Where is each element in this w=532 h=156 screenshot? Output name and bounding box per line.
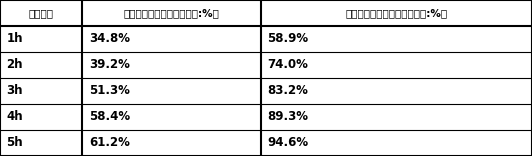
- Text: 5h: 5h: [6, 136, 23, 149]
- Text: 2h: 2h: [6, 58, 23, 71]
- Bar: [261, 104, 532, 130]
- Text: 58.4%: 58.4%: [89, 110, 130, 124]
- Text: 34.8%: 34.8%: [89, 32, 130, 46]
- Bar: [0, 78, 82, 104]
- Bar: [82, 0, 261, 26]
- Text: 61.2%: 61.2%: [89, 136, 130, 149]
- Bar: [261, 26, 532, 52]
- Bar: [82, 104, 261, 130]
- Text: 74.0%: 74.0%: [267, 58, 308, 71]
- Text: 4h: 4h: [6, 110, 23, 124]
- Bar: [82, 130, 261, 156]
- Bar: [82, 78, 261, 104]
- Text: 58.9%: 58.9%: [267, 32, 308, 46]
- Bar: [82, 52, 261, 78]
- Text: 89.3%: 89.3%: [267, 110, 308, 124]
- Text: 39.2%: 39.2%: [89, 58, 130, 71]
- Text: 51.3%: 51.3%: [89, 85, 130, 98]
- Bar: [82, 26, 261, 52]
- Bar: [261, 0, 532, 26]
- Bar: [0, 26, 82, 52]
- Text: 3h: 3h: [6, 85, 23, 98]
- Bar: [0, 104, 82, 130]
- Text: 83.2%: 83.2%: [267, 85, 308, 98]
- Text: 1h: 1h: [6, 32, 23, 46]
- Bar: [0, 52, 82, 78]
- Text: 反应时间: 反应时间: [29, 8, 54, 18]
- Bar: [261, 52, 532, 78]
- Bar: [0, 0, 82, 26]
- Text: 94.6%: 94.6%: [267, 136, 308, 149]
- Text: 纯二氧化钛催化剂（降解率:%）: 纯二氧化钛催化剂（降解率:%）: [123, 8, 220, 18]
- Text: 改性二氧化钛催化剂（降解率:%）: 改性二氧化钛催化剂（降解率:%）: [345, 8, 447, 18]
- Bar: [0, 130, 82, 156]
- Bar: [261, 78, 532, 104]
- Bar: [261, 130, 532, 156]
